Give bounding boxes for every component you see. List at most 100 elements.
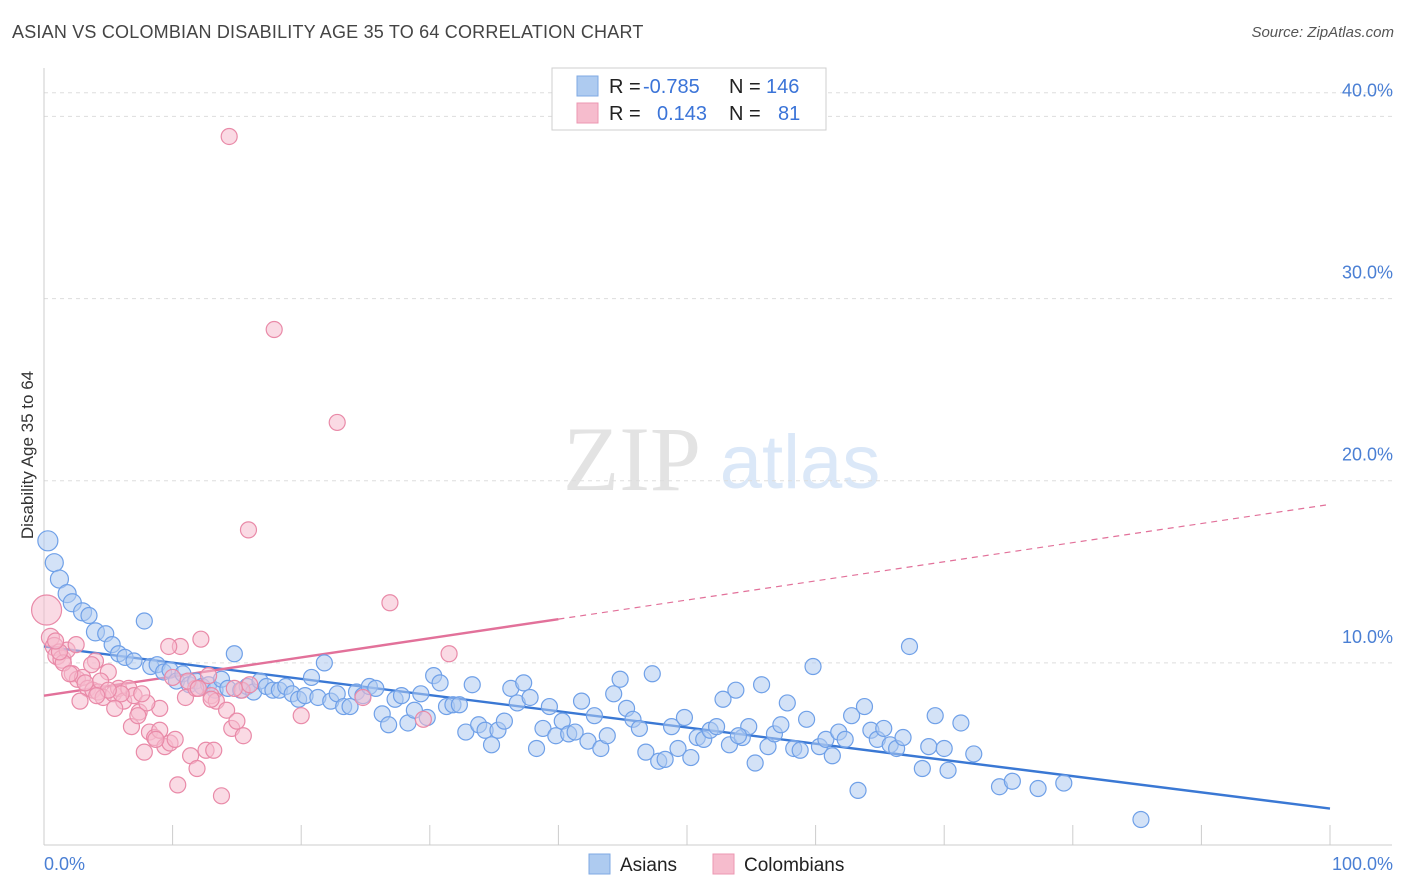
axes	[43, 68, 1392, 846]
legend-top: R = -0.785 N = 146 R = 0.143 N = 81	[551, 67, 827, 131]
data-points	[30, 127, 1150, 829]
asian-point	[367, 679, 385, 697]
x-tick-label: 100.0%	[1332, 854, 1393, 874]
asian-point	[431, 674, 449, 692]
asian-point	[302, 668, 321, 687]
asian-point	[920, 738, 938, 756]
colombian-point	[82, 656, 101, 674]
asian-point	[521, 688, 539, 707]
asian-point	[707, 718, 726, 736]
asian-point	[1055, 774, 1073, 792]
y-tick-label: 10.0%	[1342, 627, 1393, 647]
legend-bottom-asians: Asians	[620, 855, 677, 876]
colombian-point	[147, 730, 165, 748]
legend-n-value-1: 146	[766, 76, 799, 98]
y-tick-label: 40.0%	[1342, 80, 1393, 100]
legend-bottom: Asians Colombians	[588, 853, 844, 876]
colombian-point	[354, 688, 372, 707]
asian-point	[585, 707, 604, 725]
asian-point	[804, 657, 822, 676]
asian-point	[952, 714, 970, 732]
asian-point	[772, 716, 790, 734]
gridlines	[44, 92, 1392, 664]
colombian-point	[71, 692, 89, 710]
legend-r-value-1: -0.785	[643, 76, 700, 98]
asian-point	[125, 652, 143, 670]
colombian-point	[192, 630, 210, 648]
asian-point	[797, 710, 816, 728]
colombian-point	[166, 730, 184, 748]
colombian-point	[30, 594, 63, 626]
colombian-point	[160, 637, 178, 656]
colombian-point	[220, 127, 238, 146]
colombian-point	[225, 679, 243, 697]
asian-point	[463, 676, 481, 694]
asian-point	[823, 747, 841, 765]
colombian-point	[239, 521, 258, 539]
y-axis-label: Disability Age 35 to 64	[18, 371, 37, 539]
asian-point	[894, 728, 912, 747]
colombian-point	[46, 632, 65, 650]
y-tick-label: 30.0%	[1342, 263, 1393, 283]
colombian-point	[228, 712, 246, 730]
asian-point	[729, 727, 748, 745]
asian-point	[746, 754, 764, 772]
colombian-point	[202, 690, 220, 708]
colombian-point	[218, 701, 236, 719]
asian-point	[380, 716, 398, 734]
asian-point	[495, 712, 513, 730]
colombian-trend-extension	[558, 503, 1331, 620]
colombian-point	[200, 667, 218, 685]
asian-point	[37, 530, 59, 552]
asian-point	[913, 759, 931, 778]
colombian-point	[414, 710, 432, 728]
asian-point	[225, 645, 243, 663]
asian-point	[1003, 772, 1021, 790]
legend-r-label-1: R =	[609, 76, 641, 98]
asian-point	[926, 707, 944, 725]
legend-swatch-asians	[576, 75, 599, 97]
legend-n-value-2: 81	[778, 103, 800, 125]
asian-point	[939, 761, 957, 779]
legend-bottom-colombians: Colombians	[744, 855, 844, 876]
asian-point	[482, 736, 501, 754]
asian-point	[752, 676, 771, 694]
asian-point	[791, 741, 809, 759]
asian-point	[572, 692, 591, 710]
colombian-point	[169, 776, 187, 794]
asian-point	[656, 750, 674, 768]
colombian-point	[88, 687, 106, 705]
watermark-atlas: atlas	[720, 420, 881, 505]
colombian-point	[129, 707, 147, 725]
asian-point	[315, 654, 333, 672]
asian-point	[935, 739, 953, 758]
colombian-point	[234, 727, 252, 745]
legend-bottom-swatch-colombians	[712, 853, 735, 875]
asian-point	[637, 743, 655, 761]
colombian-point	[440, 645, 458, 663]
asian-point	[965, 745, 983, 763]
asian-point	[714, 690, 732, 708]
x-tick-label: 0.0%	[44, 854, 85, 874]
asian-point	[44, 553, 64, 573]
asian-point	[630, 719, 649, 738]
legend-n-label-2: N =	[729, 103, 761, 125]
asian-point	[566, 723, 584, 741]
asian-point	[817, 730, 835, 748]
asian-point	[579, 732, 597, 750]
colombian-point	[328, 413, 346, 432]
asian-point	[1132, 810, 1150, 829]
asian-point	[900, 637, 919, 656]
source-label: Source: ZipAtlas.com	[1251, 24, 1394, 41]
chart-title: ASIAN VS COLOMBIAN DISABILITY AGE 35 TO …	[12, 22, 644, 42]
asian-point	[598, 727, 616, 745]
colombian-point	[67, 636, 85, 654]
watermark-zip: ZIP	[563, 408, 701, 510]
asian-point	[643, 665, 661, 683]
asian-point	[341, 697, 359, 716]
asian-point	[80, 606, 98, 625]
legend-bottom-swatch-asians	[588, 853, 611, 875]
colombian-point	[133, 685, 151, 703]
asian-point	[515, 674, 533, 692]
colombian-point	[188, 759, 206, 778]
